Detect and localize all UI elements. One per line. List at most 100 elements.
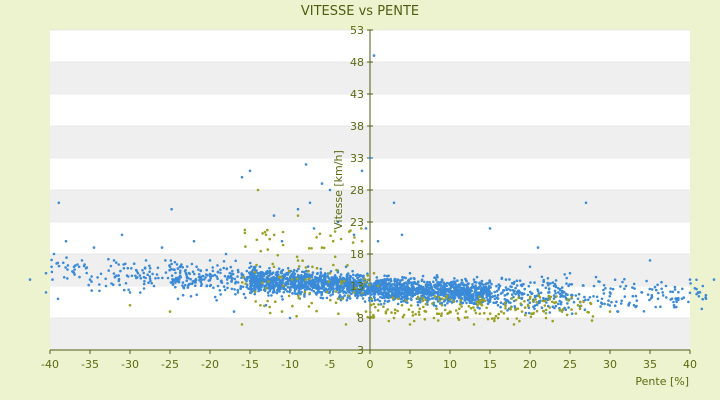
data-point bbox=[412, 319, 416, 323]
data-point bbox=[125, 274, 129, 277]
data-point bbox=[297, 265, 301, 268]
data-point bbox=[142, 287, 146, 290]
data-point bbox=[327, 280, 331, 284]
data-point bbox=[327, 287, 331, 290]
data-point bbox=[266, 299, 269, 303]
data-point bbox=[693, 287, 697, 290]
data-point bbox=[198, 278, 201, 282]
data-point bbox=[141, 269, 144, 272]
data-point bbox=[348, 285, 352, 289]
data-point bbox=[291, 292, 294, 295]
data-point bbox=[433, 285, 437, 289]
data-point bbox=[349, 288, 352, 291]
data-point bbox=[518, 319, 521, 323]
data-point bbox=[340, 286, 344, 289]
data-point bbox=[194, 284, 197, 288]
data-point bbox=[695, 278, 698, 282]
data-point bbox=[701, 284, 705, 288]
data-point bbox=[136, 271, 140, 275]
data-point bbox=[299, 277, 303, 281]
data-point bbox=[533, 281, 536, 284]
data-point bbox=[118, 283, 121, 287]
data-point bbox=[328, 271, 332, 275]
data-point bbox=[448, 298, 452, 301]
data-point bbox=[372, 302, 376, 306]
data-point bbox=[680, 297, 684, 301]
data-point bbox=[307, 287, 311, 291]
data-point bbox=[596, 299, 600, 303]
data-point bbox=[542, 309, 545, 313]
data-point bbox=[600, 301, 603, 305]
data-point bbox=[689, 282, 692, 285]
data-point bbox=[493, 319, 496, 323]
data-point bbox=[452, 300, 456, 303]
data-point bbox=[243, 228, 247, 232]
data-point bbox=[44, 271, 48, 275]
data-point bbox=[485, 306, 488, 310]
data-point bbox=[335, 283, 339, 287]
data-point bbox=[649, 297, 653, 300]
data-point bbox=[358, 290, 361, 293]
data-point bbox=[342, 279, 346, 283]
data-point bbox=[257, 289, 260, 293]
data-point bbox=[87, 283, 90, 287]
data-point bbox=[294, 292, 298, 296]
data-point bbox=[368, 299, 371, 302]
data-point bbox=[277, 267, 281, 271]
data-point bbox=[544, 312, 548, 315]
data-point bbox=[375, 279, 378, 283]
data-point bbox=[293, 287, 297, 291]
data-point bbox=[517, 292, 520, 295]
data-point bbox=[304, 266, 308, 269]
data-point bbox=[303, 274, 307, 278]
data-point bbox=[454, 309, 458, 312]
data-point bbox=[178, 278, 181, 281]
data-point bbox=[272, 281, 275, 285]
data-point bbox=[151, 272, 154, 276]
data-point bbox=[435, 290, 439, 294]
data-point bbox=[516, 289, 520, 293]
data-point bbox=[519, 302, 523, 306]
data-point bbox=[361, 297, 365, 300]
data-point bbox=[548, 311, 552, 314]
data-point bbox=[345, 276, 349, 280]
data-point bbox=[154, 277, 157, 280]
data-point bbox=[474, 311, 478, 315]
data-point bbox=[472, 298, 476, 302]
data-point bbox=[424, 284, 428, 288]
data-point bbox=[333, 255, 337, 259]
data-point bbox=[398, 283, 401, 286]
data-point bbox=[236, 281, 240, 284]
data-point bbox=[417, 310, 421, 314]
data-point bbox=[346, 286, 350, 289]
data-point bbox=[586, 298, 590, 302]
data-point bbox=[567, 306, 570, 309]
data-point bbox=[443, 287, 447, 290]
data-point bbox=[549, 295, 553, 299]
data-point bbox=[314, 275, 317, 279]
data-point bbox=[325, 296, 329, 300]
data-point bbox=[661, 291, 664, 294]
data-point bbox=[143, 266, 147, 270]
data-point bbox=[287, 279, 290, 282]
data-point bbox=[267, 294, 270, 297]
data-point bbox=[608, 310, 612, 313]
data-point bbox=[199, 284, 203, 288]
data-point bbox=[378, 299, 382, 303]
data-point bbox=[513, 305, 517, 308]
data-point bbox=[560, 286, 564, 289]
data-point bbox=[249, 271, 253, 274]
data-point bbox=[249, 265, 253, 268]
data-point bbox=[76, 263, 79, 266]
data-point bbox=[264, 233, 268, 237]
data-point bbox=[240, 323, 244, 326]
data-point bbox=[279, 271, 283, 275]
data-point bbox=[489, 286, 493, 289]
data-point bbox=[611, 287, 615, 291]
data-point bbox=[379, 303, 383, 306]
data-point bbox=[240, 276, 243, 280]
data-point bbox=[304, 278, 308, 281]
data-point bbox=[443, 298, 447, 302]
data-point bbox=[554, 279, 558, 282]
data-point bbox=[216, 284, 220, 288]
